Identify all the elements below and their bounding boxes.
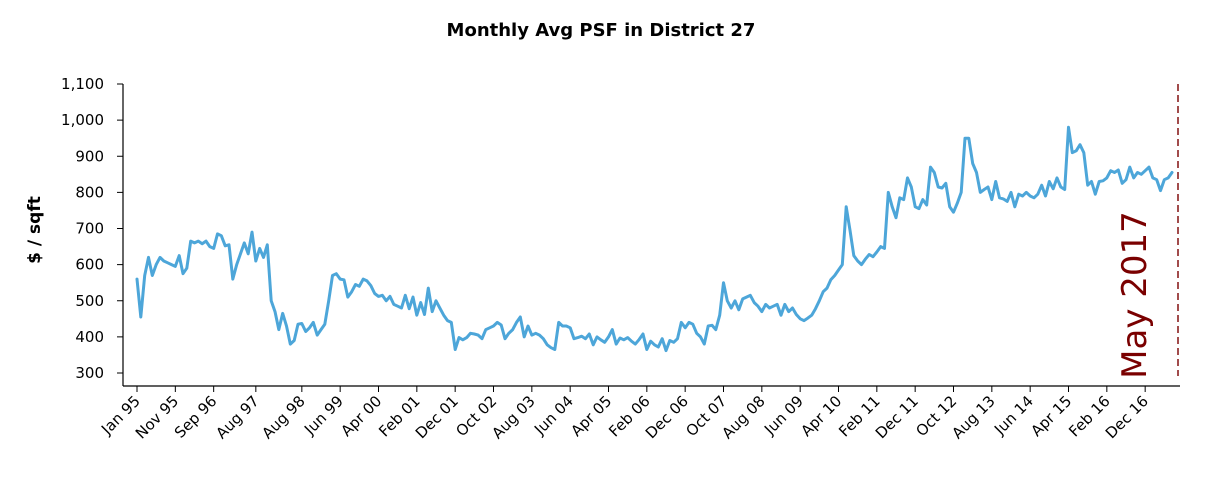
y-tick-label: 300	[75, 364, 104, 382]
y-tick-label: 1,100	[61, 75, 104, 93]
x-tick-label: Aug 98	[258, 392, 308, 442]
x-tick-label: Aug 97	[212, 392, 262, 442]
chart-title: Monthly Avg PSF in District 27	[447, 20, 756, 41]
y-axis-label: $ / sqft	[25, 196, 45, 264]
x-tick-label: Aug 08	[718, 392, 768, 442]
x-tick-label: Aug 03	[488, 392, 538, 442]
x-tick-label: Dec 16	[1102, 392, 1152, 442]
x-tick-label: Nov 95	[132, 392, 182, 442]
y-tick-label: 800	[75, 183, 104, 201]
y-tick-label: 900	[75, 147, 104, 165]
annotation-label: May 2017	[1115, 211, 1155, 379]
y-tick-label: 1,000	[61, 111, 104, 129]
x-tick-label: Apr 10	[797, 392, 845, 440]
y-tick-label: 500	[75, 292, 104, 310]
x-tick-label: Jun 04	[530, 392, 577, 439]
x-tick-label: Apr 15	[1027, 392, 1075, 440]
x-tick-label: Jun 09	[760, 392, 807, 439]
y-tick-label: 600	[75, 256, 104, 274]
x-tick-label: Apr 00	[337, 392, 385, 440]
x-tick-label: Apr 05	[567, 392, 615, 440]
y-axis-ticks: 300 400 500 600 700 800 900 1,000 1,100	[61, 75, 123, 382]
x-tick-label: Jun 99	[300, 392, 347, 439]
y-tick-label: 700	[75, 220, 104, 238]
series-line	[135, 125, 1174, 353]
x-tick-label: Sep 96	[171, 392, 221, 442]
x-tick-label: Dec 06	[642, 392, 692, 442]
x-tick-label: Dec 11	[872, 392, 922, 442]
x-tick-label: Jun 14	[990, 392, 1037, 439]
x-tick-label: Dec 01	[412, 392, 462, 442]
x-tick-label: Aug 13	[948, 392, 998, 442]
y-tick-label: 400	[75, 328, 104, 346]
